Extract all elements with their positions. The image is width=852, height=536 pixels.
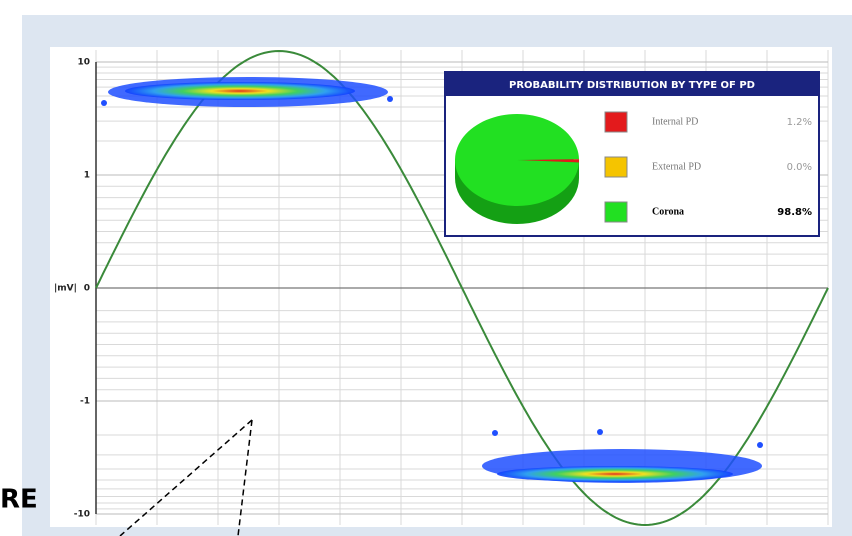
pie-slice (455, 113, 579, 206)
legend-swatch (604, 111, 628, 133)
y-tick-label: -1 (80, 397, 90, 407)
y-tick-label: 0 (84, 284, 90, 294)
pie-slice (517, 159, 580, 163)
y-tick-label: -10 (74, 510, 90, 520)
y-tick-label: 10 (77, 58, 90, 68)
legend-label: Corona (652, 206, 684, 217)
value-label: 1.2% (787, 117, 812, 128)
legend-label: External PD (652, 161, 701, 172)
pie-title: PROBABILITY DISTRIBUTION BY TYPE OF PD (509, 80, 755, 91)
value-label: 98.8% (777, 207, 812, 218)
value-label: 0.0% (787, 162, 812, 173)
pie-inset: PROBABILITY DISTRIBUTION BY TYPE OF PD I… (444, 71, 820, 237)
legend-swatch (604, 156, 628, 178)
cropped-text: RE (0, 485, 38, 515)
y-tick-label: 1 (84, 171, 90, 181)
upper-cluster (101, 77, 393, 107)
lower-cluster (482, 429, 763, 483)
y-axis-label: |mV| (54, 284, 77, 294)
legend-label: Internal PD (652, 116, 698, 127)
legend-swatch (604, 201, 628, 223)
